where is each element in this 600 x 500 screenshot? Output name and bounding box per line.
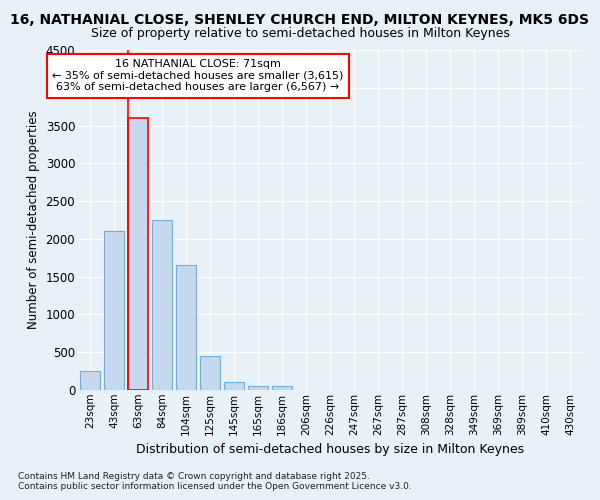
Text: 16, NATHANIAL CLOSE, SHENLEY CHURCH END, MILTON KEYNES, MK5 6DS: 16, NATHANIAL CLOSE, SHENLEY CHURCH END,… xyxy=(11,12,589,26)
Y-axis label: Number of semi-detached properties: Number of semi-detached properties xyxy=(27,110,40,330)
Bar xyxy=(176,266,196,390)
Bar xyxy=(248,386,268,390)
Bar xyxy=(152,220,172,390)
Bar xyxy=(128,118,148,390)
Bar xyxy=(272,386,292,390)
Bar xyxy=(80,371,100,390)
Bar xyxy=(224,382,244,390)
Text: Size of property relative to semi-detached houses in Milton Keynes: Size of property relative to semi-detach… xyxy=(91,28,509,40)
X-axis label: Distribution of semi-detached houses by size in Milton Keynes: Distribution of semi-detached houses by … xyxy=(136,443,524,456)
Text: 16 NATHANIAL CLOSE: 71sqm
← 35% of semi-detached houses are smaller (3,615)
63% : 16 NATHANIAL CLOSE: 71sqm ← 35% of semi-… xyxy=(52,59,344,92)
Bar xyxy=(200,356,220,390)
Bar xyxy=(104,232,124,390)
Text: Contains HM Land Registry data © Crown copyright and database right 2025.
Contai: Contains HM Land Registry data © Crown c… xyxy=(18,472,412,491)
